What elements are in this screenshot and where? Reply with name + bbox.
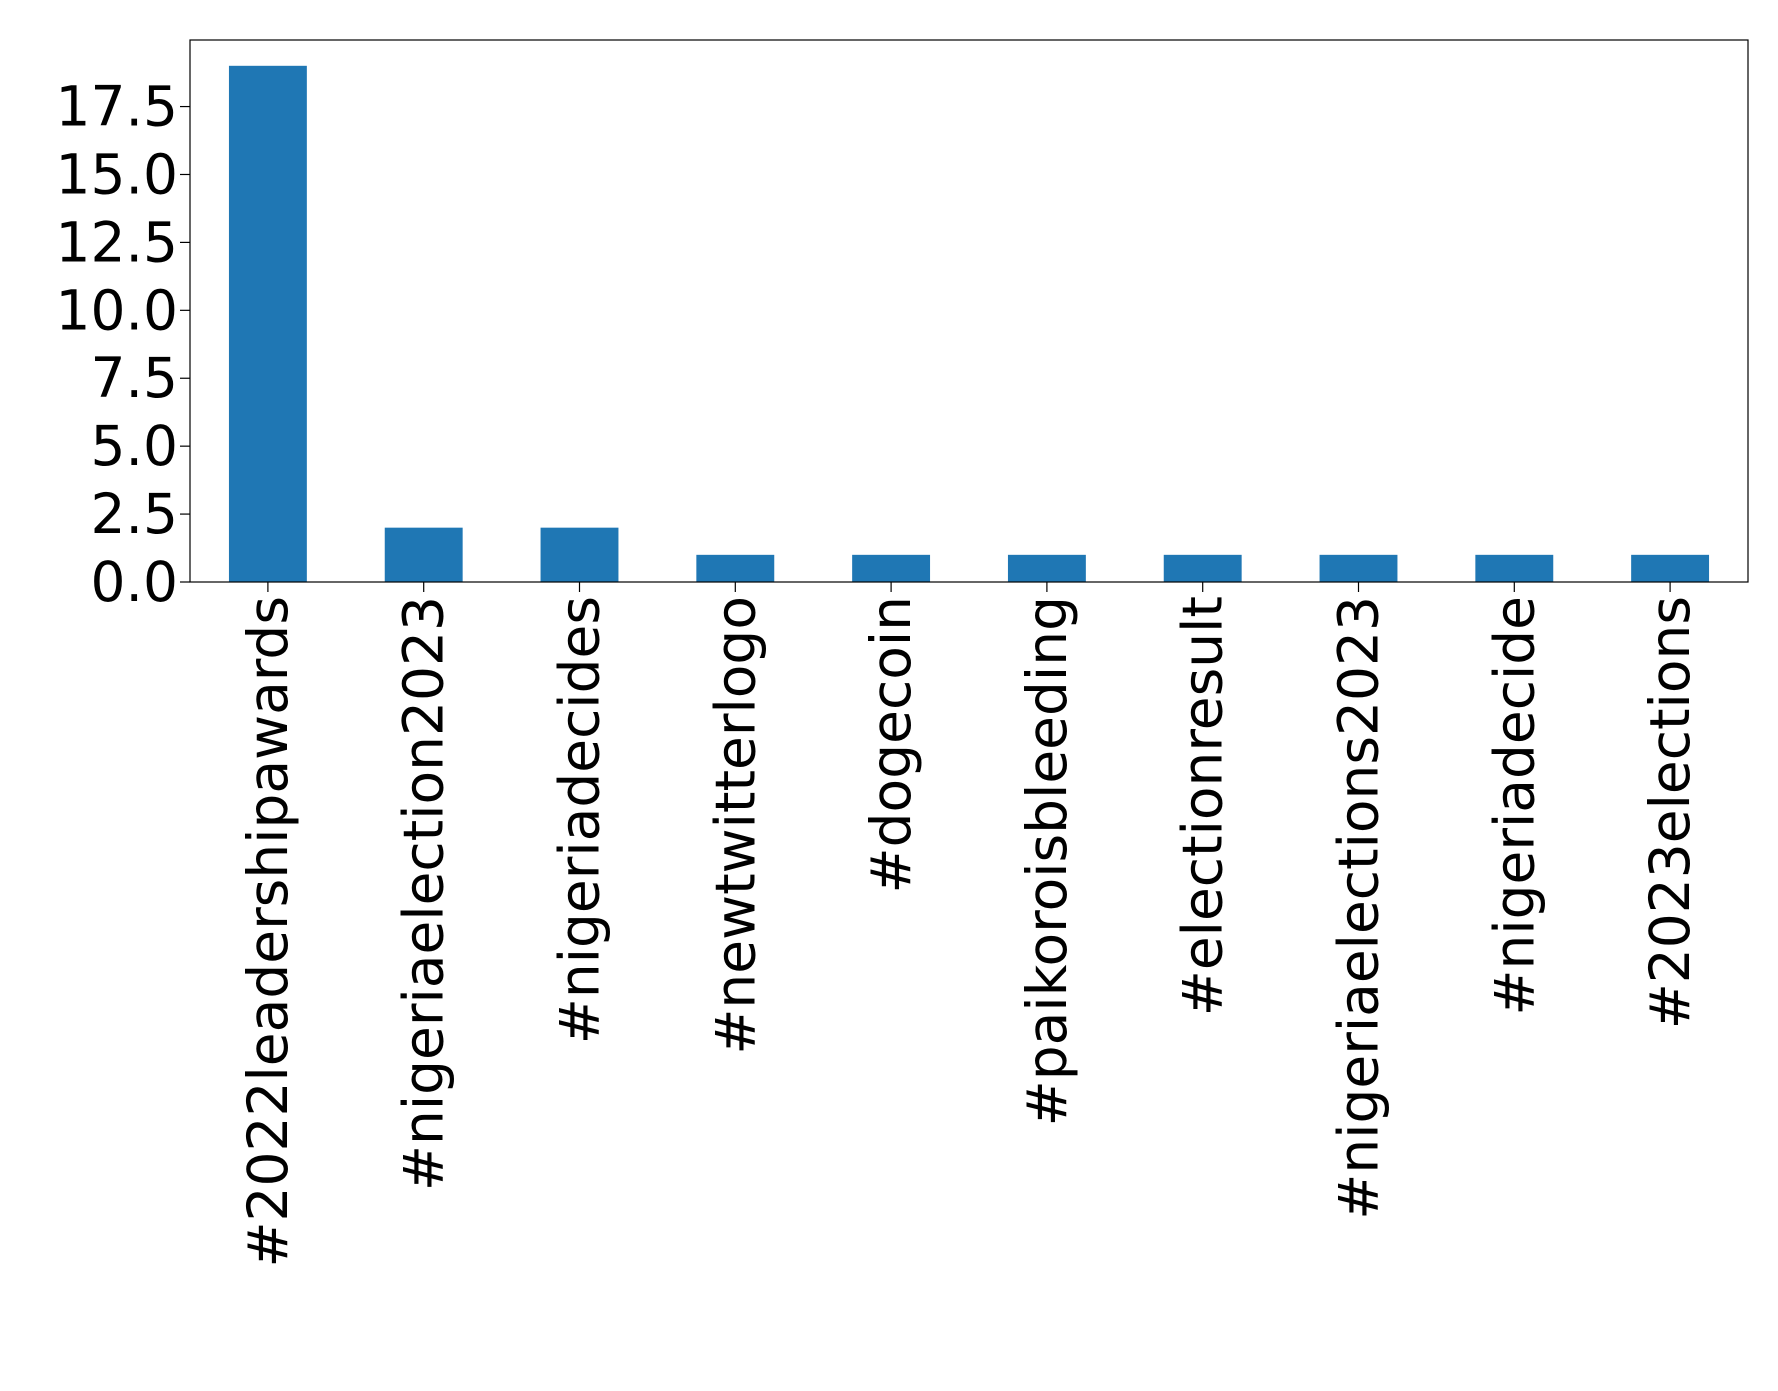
- x-tick-label: #dogecoin: [859, 596, 923, 893]
- x-tick-label: #2022leadershipawards: [236, 596, 300, 1268]
- y-tick-label: 7.5: [91, 346, 178, 410]
- bar-5: [1007, 554, 1086, 582]
- bar-8: [1475, 554, 1554, 582]
- y-tick-label: 15.0: [56, 142, 178, 206]
- x-tick-label: #nigeriaelections2023: [1327, 596, 1391, 1220]
- axes-layer: [189, 39, 1749, 583]
- bar-7: [1319, 554, 1398, 582]
- y-tick-label: 12.5: [56, 210, 178, 274]
- bars-layer: [228, 65, 1710, 583]
- plot-frame: [189, 39, 1749, 583]
- x-tick-label: #electionresult: [1171, 596, 1235, 1016]
- y-ticks-layer: 0.02.55.07.510.012.515.017.5: [56, 75, 190, 614]
- bar-3: [696, 554, 775, 582]
- x-tick-label: #2023elections: [1638, 596, 1702, 1029]
- bar-6: [1163, 554, 1242, 582]
- x-tick-label: #nigeriaelection2023: [392, 596, 456, 1191]
- y-tick-label: 2.5: [91, 482, 178, 546]
- y-tick-label: 17.5: [56, 75, 178, 139]
- bar-0: [228, 65, 307, 583]
- bar-4: [852, 554, 931, 582]
- bar-9: [1631, 554, 1710, 582]
- x-tick-label: #newtwitterlogo: [703, 596, 767, 1055]
- x-tick-label: #nigeriadecide: [1482, 596, 1546, 1016]
- bar-2: [540, 527, 619, 582]
- x-tick-label: #paikoroisbleeding: [1015, 596, 1079, 1126]
- y-tick-label: 0.0: [91, 550, 178, 614]
- x-ticks-layer: #2022leadershipawards #nigeriaelection202…: [236, 582, 1702, 1268]
- bar-1: [384, 527, 463, 582]
- x-tick-label: #nigeriadecides: [548, 596, 612, 1044]
- y-tick-label: 5.0: [91, 414, 178, 478]
- y-tick-label: 10.0: [56, 278, 178, 342]
